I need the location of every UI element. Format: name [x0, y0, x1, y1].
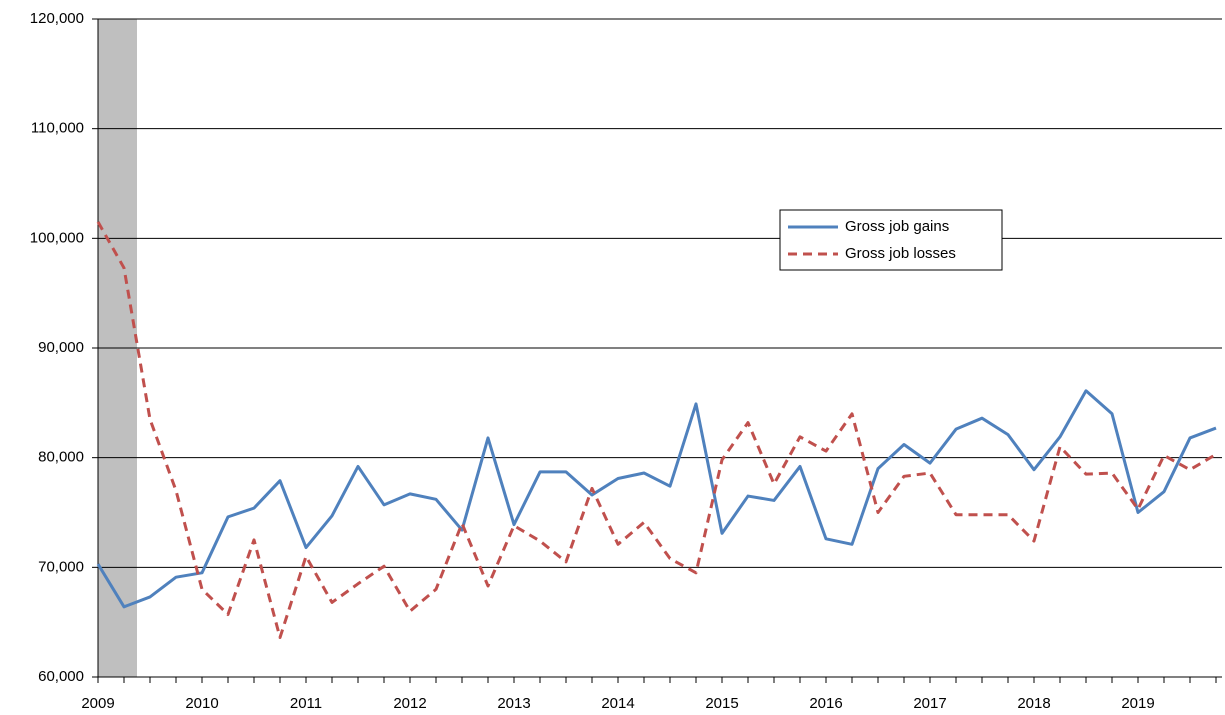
x-tick-label: 2019	[1121, 695, 1154, 712]
x-tick-label: 2016	[809, 695, 842, 712]
x-tick-label: 2012	[393, 695, 426, 712]
y-tick-label: 70,000	[38, 558, 84, 575]
x-tick-label: 2017	[913, 695, 946, 712]
y-tick-label: 110,000	[31, 120, 84, 137]
legend-label: Gross job losses	[845, 245, 956, 262]
x-tick-label: 2014	[601, 695, 634, 712]
x-tick-label: 2009	[81, 695, 114, 712]
series-line	[96, 221, 1217, 640]
legend-label: Gross job gains	[845, 218, 949, 235]
y-tick-label: 60,000	[38, 668, 84, 685]
x-tick-label: 2018	[1017, 695, 1050, 712]
y-tick-label: 100,000	[30, 229, 84, 246]
x-tick-label: 2010	[185, 695, 218, 712]
y-tick-label: 80,000	[38, 449, 84, 466]
series-line	[96, 389, 1217, 609]
x-tick-label: 2013	[497, 695, 530, 712]
x-tick-label: 2015	[705, 695, 738, 712]
y-tick-label: 120,000	[30, 10, 84, 27]
y-tick-label: 90,000	[38, 339, 84, 356]
x-tick-label: 2011	[290, 695, 322, 712]
legend-box	[779, 209, 1003, 271]
